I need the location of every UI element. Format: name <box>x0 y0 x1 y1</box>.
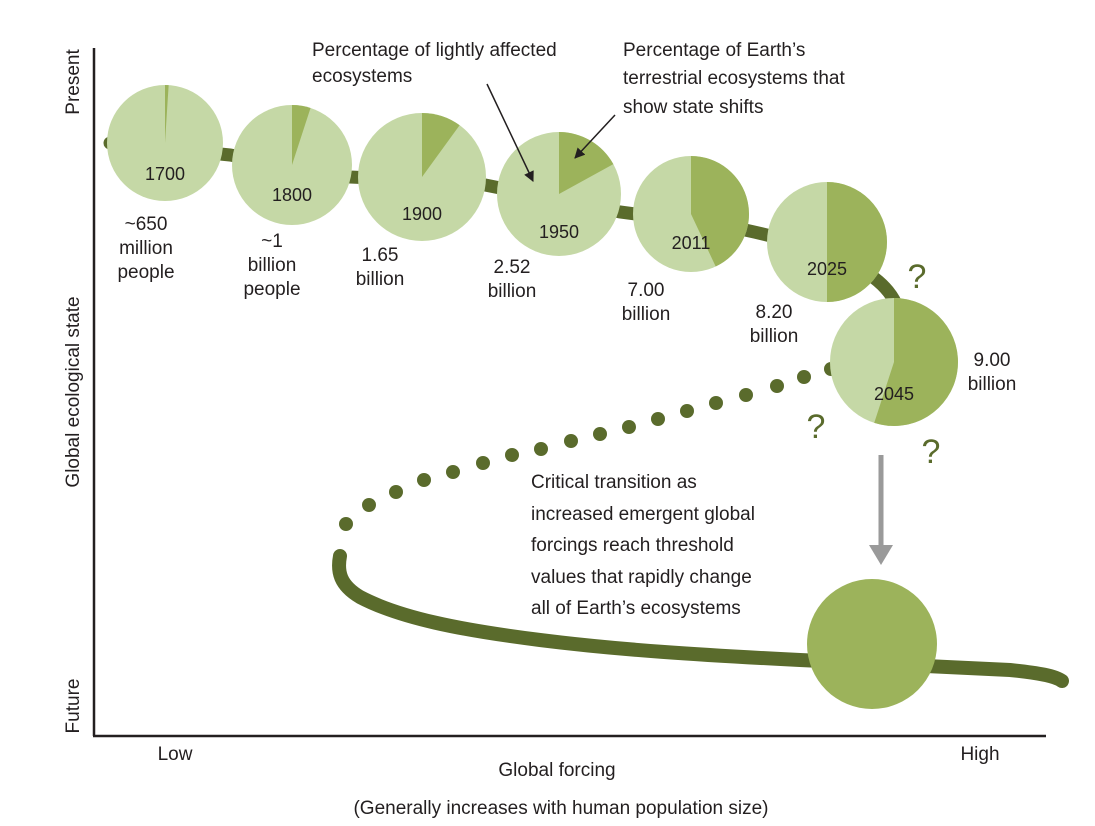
pie-shift-slice-1700 <box>165 84 169 143</box>
pie-2025: 2025 <box>767 182 887 302</box>
transition-line: all of Earth’s ecosystems <box>531 598 741 619</box>
population-line: billion <box>968 374 1017 395</box>
population-line: billion <box>248 255 297 276</box>
transition-line: forcings reach threshold <box>531 535 734 556</box>
transition-dot <box>339 517 353 531</box>
question-mark-left: ? <box>807 408 826 446</box>
state-shifts-line: show state shifts <box>623 97 763 118</box>
pie-shift-slice-2011 <box>691 156 750 267</box>
population-line: 8.20 <box>756 302 793 323</box>
critical-transition-dotted-path <box>339 362 838 531</box>
population-line: billion <box>356 269 405 290</box>
transition-dot <box>709 396 723 410</box>
state-shifts-line: terrestrial ecosystems that <box>623 68 845 89</box>
transition-dot <box>505 448 519 462</box>
future-state-path <box>332 549 1069 688</box>
transition-line: Critical transition as <box>531 472 697 493</box>
pie-2011: 2011 <box>633 156 750 272</box>
pie-year-label: 1900 <box>402 204 442 224</box>
pie-1900: 1900 <box>358 113 486 241</box>
pie-year-label: 2045 <box>874 384 914 404</box>
question-mark-upper: ? <box>908 258 927 296</box>
pie-year-label: 2011 <box>672 233 711 253</box>
pie-shift-slice-1900 <box>422 113 460 177</box>
transition-dot <box>476 456 490 470</box>
transition-dot <box>770 379 784 393</box>
population-label-2025: 8.20 billion <box>750 302 799 347</box>
x-axis-low-label: Low <box>158 744 193 765</box>
question-mark-lower: ? <box>922 433 941 471</box>
transition-dot <box>534 442 548 456</box>
transition-dot <box>593 427 607 441</box>
transition-dot <box>362 498 376 512</box>
population-line: ~1 <box>261 231 283 252</box>
x-axis-note: (Generally increases with human populati… <box>353 798 768 819</box>
state-shifts-line: Percentage of Earth’s <box>623 40 805 61</box>
state-shifts-label: Percentage of Earth’s terrestrial ecosys… <box>623 40 850 118</box>
pie-2045: 2045 <box>830 298 958 426</box>
transition-dot <box>739 388 753 402</box>
transition-line: values that rapidly change <box>531 567 752 588</box>
lightly-affected-line: ecosystems <box>312 66 412 87</box>
timeline-pie-charts: 1700 1800 1900 1950 2011 2025 2045 <box>107 84 958 426</box>
pie-shift-slice-2045 <box>874 298 958 426</box>
pie-1950: 1950 <box>497 132 621 256</box>
population-line: billion <box>622 304 671 325</box>
population-line: 2.52 <box>494 257 531 278</box>
future-state-circle <box>807 579 937 709</box>
population-label-1700: ~650 million people <box>117 214 174 283</box>
transition-dot <box>622 420 636 434</box>
lightly-affected-pointer <box>486 83 534 182</box>
y-axis-bottom-label: Future <box>63 679 84 734</box>
transition-line: increased emergent global <box>531 504 755 525</box>
pie-year-label: 1700 <box>145 164 185 184</box>
transition-dot <box>680 404 694 418</box>
transition-dot <box>446 465 460 479</box>
pie-1800: 1800 <box>232 105 352 225</box>
pie-shift-slice-1950 <box>559 132 614 194</box>
population-line: 7.00 <box>628 280 665 301</box>
population-line: people <box>243 279 300 300</box>
pie-year-label: 1800 <box>272 185 312 205</box>
critical-transition-label: Critical transition as increased emergen… <box>531 472 760 619</box>
y-axis-top-label: Present <box>63 49 84 115</box>
transition-dot <box>651 412 665 426</box>
pie-year-label: 1950 <box>539 222 579 242</box>
population-labels: ~650 million people ~1 billion people 1.65 bill… <box>117 214 1016 395</box>
lightly-affected-label: Percentage of lightly affected ecosystem… <box>312 40 562 87</box>
y-axis-title: Global ecological state <box>63 296 84 487</box>
population-line: 1.65 <box>362 245 399 266</box>
pie-shift-slice-1800 <box>292 105 311 165</box>
pie-year-label: 2025 <box>807 259 847 279</box>
transition-dot <box>389 485 403 499</box>
x-axis-high-label: High <box>960 744 999 765</box>
population-label-1800: ~1 billion people <box>243 231 300 300</box>
pie-shift-slice-2025 <box>827 182 887 302</box>
transition-dot <box>417 473 431 487</box>
population-line: people <box>117 262 174 283</box>
population-label-1950: 2.52 billion <box>488 257 537 302</box>
pie-1700: 1700 <box>107 84 223 201</box>
transition-dot <box>564 434 578 448</box>
x-axis-title: Global forcing <box>498 760 615 781</box>
state-shifts-pointer <box>574 114 616 159</box>
lightly-affected-line: Percentage of lightly affected <box>312 40 557 61</box>
population-line: billion <box>750 326 799 347</box>
population-label-2045: 9.00 billion <box>968 350 1017 395</box>
population-label-1900: 1.65 billion <box>356 245 405 290</box>
population-label-2011: 7.00 billion <box>622 280 671 325</box>
population-line: 9.00 <box>974 350 1011 371</box>
transition-dot <box>797 370 811 384</box>
population-line: billion <box>488 281 537 302</box>
population-line: million <box>119 238 173 259</box>
transition-arrow-head <box>869 545 893 565</box>
population-line: ~650 <box>125 214 168 235</box>
